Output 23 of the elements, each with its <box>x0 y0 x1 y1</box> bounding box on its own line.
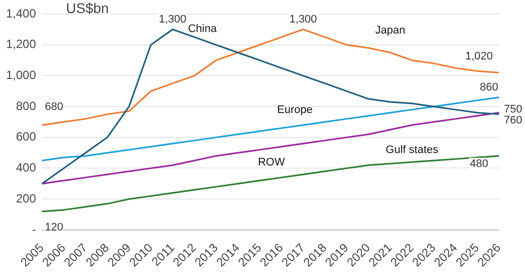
data-label: 480 <box>470 158 488 170</box>
data-label: 680 <box>44 101 64 114</box>
data-label: 750 <box>504 103 522 116</box>
y-tick-label: 200 <box>16 191 36 206</box>
series-label: Gulf states <box>386 144 439 156</box>
data-label: 1,020 <box>465 50 493 63</box>
data-label: 860 <box>480 81 498 94</box>
y-tick-label: 1,400 <box>6 6 36 20</box>
y-axis-title: US$bn <box>66 0 109 16</box>
series-label: ROW <box>258 156 286 169</box>
series-label: Japan <box>375 24 406 37</box>
y-tick-label: - <box>32 222 36 236</box>
series-label: Europe <box>277 104 313 116</box>
data-label: 760 <box>504 114 522 127</box>
data-label: 120 <box>44 221 64 234</box>
series-label: China <box>188 23 218 36</box>
data-label: 1,300 <box>289 13 317 26</box>
y-tick-label: 400 <box>16 160 36 175</box>
y-tick-label: 600 <box>16 130 36 144</box>
y-tick-label: 1,000 <box>6 68 36 82</box>
y-tick-label: 1,200 <box>6 37 36 52</box>
y-tick-label: 800 <box>16 98 36 113</box>
data-label: 1,300 <box>158 13 186 26</box>
